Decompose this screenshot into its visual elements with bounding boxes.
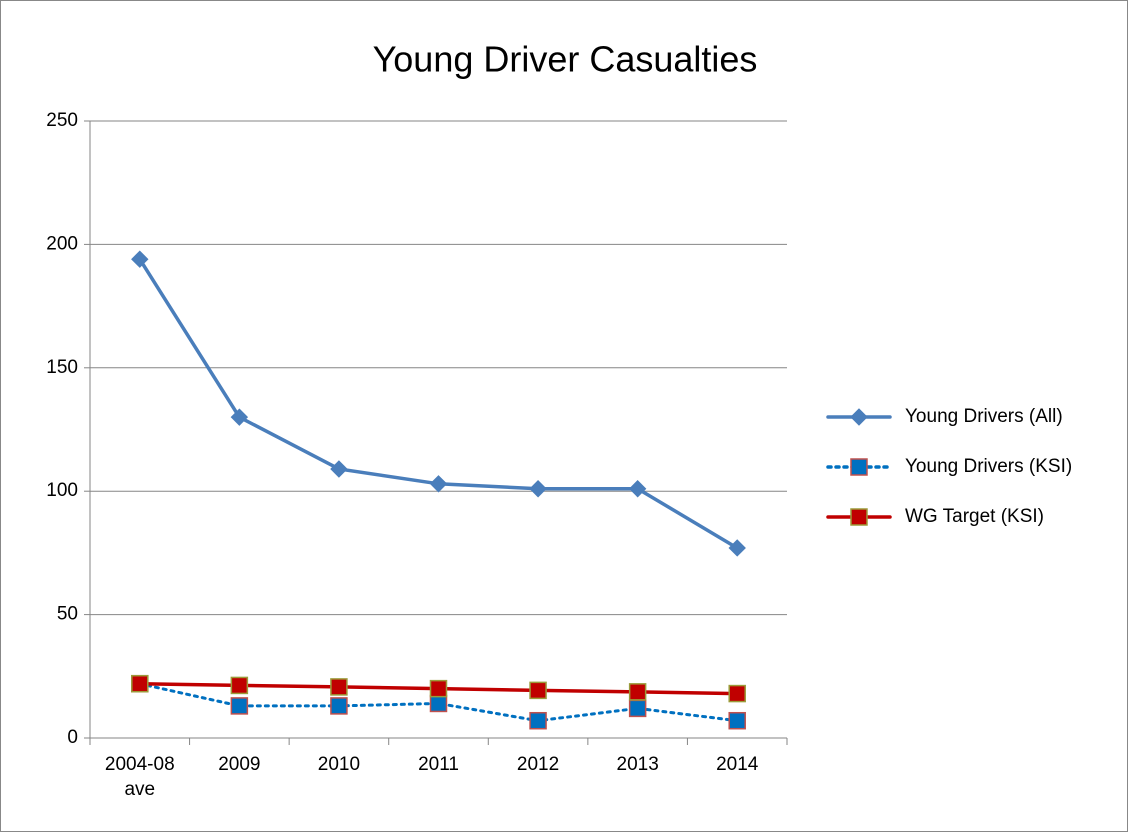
y-tick-label: 150 xyxy=(46,357,78,378)
x-tick-label: 2011 xyxy=(418,754,459,775)
y-tick-label: 250 xyxy=(46,110,78,131)
legend-marker xyxy=(850,458,868,476)
x-tick-label: 2013 xyxy=(617,754,659,775)
data-point xyxy=(330,678,348,696)
x-tick-label: 2004-08 ave xyxy=(105,754,175,800)
data-point xyxy=(429,679,448,698)
y-tick-label: 50 xyxy=(57,604,78,625)
legend-marker xyxy=(850,408,868,426)
data-point xyxy=(628,480,647,498)
data-point xyxy=(230,408,249,426)
x-tick-label: 2014 xyxy=(716,754,759,775)
chart-title: Young Driver Casualties xyxy=(373,39,758,80)
data-point xyxy=(529,681,547,700)
legend-item: Young Drivers (All) xyxy=(826,406,1063,427)
data-point xyxy=(330,697,348,715)
legend-marker xyxy=(850,508,868,526)
y-tick-label: 200 xyxy=(46,233,78,254)
x-tick-label: 2012 xyxy=(517,754,559,775)
y-tick-label: 100 xyxy=(46,480,78,501)
data-point xyxy=(628,699,647,718)
data-point xyxy=(429,694,448,713)
data-point xyxy=(330,460,348,478)
legend-label: Young Drivers (All) xyxy=(905,406,1063,427)
data-point xyxy=(230,697,249,715)
data-point xyxy=(728,711,746,730)
data-point xyxy=(131,250,149,268)
y-tick-label: 0 xyxy=(67,727,78,748)
legend-label: Young Drivers (KSI) xyxy=(905,456,1072,477)
x-tick-label: 2010 xyxy=(318,754,360,775)
data-point xyxy=(728,684,746,703)
legend-item: WG Target (KSI) xyxy=(826,506,1044,527)
x-tick-label: 2009 xyxy=(218,754,260,775)
data-point xyxy=(131,674,149,693)
legend-item: Young Drivers (KSI) xyxy=(826,456,1072,477)
legend-label: WG Target (KSI) xyxy=(905,506,1044,527)
data-point xyxy=(230,676,249,695)
data-point xyxy=(529,480,547,498)
data-point xyxy=(529,711,547,730)
data-point xyxy=(429,475,448,493)
data-point xyxy=(628,683,647,701)
data-point xyxy=(728,539,746,557)
